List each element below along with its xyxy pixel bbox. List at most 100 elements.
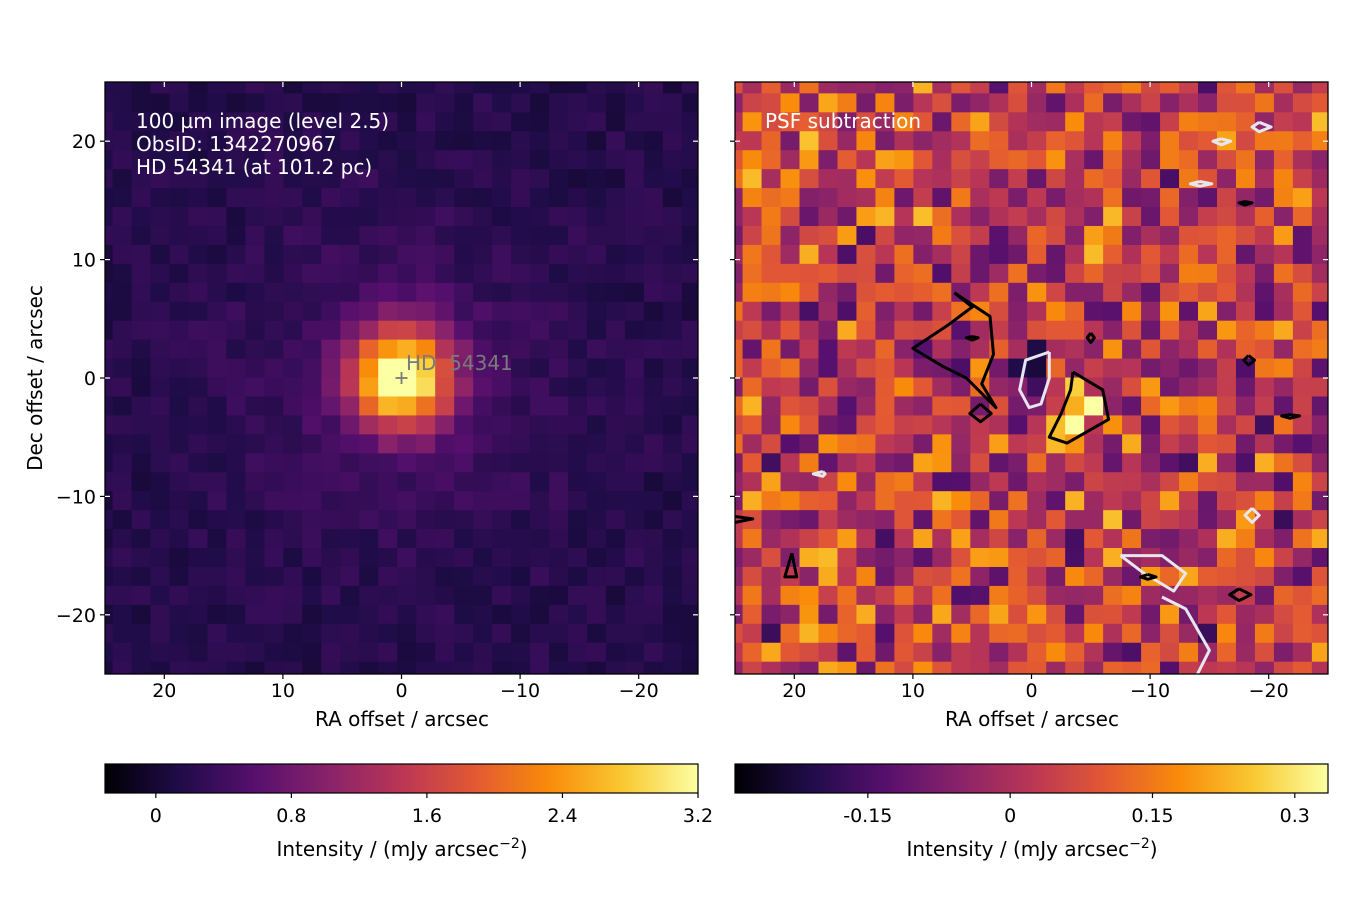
heatmap-pixel bbox=[492, 510, 512, 530]
heatmap-pixel bbox=[643, 112, 664, 132]
heatmap-pixel bbox=[473, 131, 493, 151]
heatmap-pixel bbox=[1235, 82, 1256, 94]
heatmap-pixel bbox=[511, 188, 531, 208]
heatmap-pixel bbox=[681, 282, 698, 303]
heatmap-pixel bbox=[1331, 510, 1350, 530]
heatmap-pixel bbox=[1027, 244, 1047, 265]
heatmap-pixel bbox=[586, 453, 607, 473]
heatmap-pixel bbox=[1273, 585, 1294, 606]
heatmap-pixel bbox=[1008, 661, 1028, 674]
heatmap-pixel bbox=[416, 623, 436, 644]
heatmap-pixel bbox=[416, 529, 436, 549]
heatmap-pixel bbox=[1198, 244, 1218, 265]
heatmap-pixel bbox=[511, 339, 531, 360]
heatmap-pixel bbox=[894, 301, 914, 322]
heatmap-pixel bbox=[913, 434, 933, 454]
heatmap-pixel bbox=[378, 282, 398, 303]
heatmap-pixel bbox=[735, 529, 744, 549]
heatmap-pixel bbox=[302, 548, 322, 568]
heatmap-pixel bbox=[492, 93, 512, 113]
heatmap-pixel bbox=[837, 548, 858, 568]
heatmap-pixel bbox=[150, 377, 171, 398]
heatmap-pixel bbox=[473, 82, 493, 94]
contour-white bbox=[811, 470, 827, 478]
heatmap-pixel bbox=[112, 244, 133, 265]
heatmap-pixel bbox=[605, 661, 626, 674]
heatmap-pixel bbox=[1292, 131, 1313, 151]
heatmap-pixel bbox=[207, 510, 228, 530]
heatmap-pixel bbox=[932, 661, 952, 674]
heatmap-pixel bbox=[397, 188, 417, 208]
heatmap-pixel bbox=[321, 131, 341, 151]
heatmap-pixel bbox=[264, 263, 284, 284]
heatmap-pixel bbox=[359, 150, 379, 170]
left-annotation-line-3: HD 54341 (at 101.2 pc) bbox=[136, 155, 372, 179]
heatmap-pixel bbox=[1273, 169, 1294, 189]
heatmap-pixel bbox=[492, 472, 512, 492]
heatmap-pixel bbox=[1065, 112, 1085, 132]
heatmap-pixel bbox=[932, 225, 952, 246]
heatmap-pixel bbox=[1179, 529, 1199, 549]
heatmap-pixel bbox=[416, 491, 436, 511]
heatmap-pixel bbox=[875, 604, 895, 625]
heatmap-pixel bbox=[856, 415, 877, 435]
heatmap-pixel bbox=[283, 131, 303, 151]
heatmap-pixel bbox=[1065, 263, 1085, 284]
heatmap-pixel bbox=[1008, 396, 1028, 417]
heatmap-pixel bbox=[105, 642, 114, 663]
heatmap-pixel bbox=[397, 453, 417, 473]
heatmap-pixel bbox=[283, 339, 303, 360]
heatmap-pixel bbox=[989, 472, 1009, 492]
x-tick-label: 20 bbox=[152, 680, 176, 702]
heatmap-pixel bbox=[492, 453, 512, 473]
heatmap-pixel bbox=[549, 604, 569, 625]
heatmap-pixel bbox=[1216, 472, 1237, 492]
heatmap-pixel bbox=[1084, 131, 1104, 151]
heatmap-pixel bbox=[1311, 112, 1328, 132]
heatmap-pixel bbox=[435, 263, 455, 284]
heatmap-pixel bbox=[586, 82, 607, 94]
heatmap-pixel bbox=[568, 510, 588, 530]
heatmap-pixel bbox=[989, 510, 1009, 530]
heatmap-pixel bbox=[359, 681, 379, 701]
heatmap-pixel bbox=[473, 472, 493, 492]
heatmap-pixel bbox=[105, 377, 114, 398]
heatmap-pixel bbox=[321, 263, 341, 284]
heatmap-pixel bbox=[568, 301, 588, 322]
heatmap-pixel bbox=[761, 453, 782, 473]
heatmap-pixel bbox=[1235, 320, 1256, 341]
heatmap-pixel bbox=[302, 661, 322, 674]
heatmap-pixel bbox=[701, 548, 721, 568]
heatmap-pixel bbox=[264, 453, 284, 473]
heatmap-pixel bbox=[761, 396, 782, 417]
heatmap-pixel bbox=[818, 453, 839, 473]
heatmap-pixel bbox=[549, 188, 569, 208]
heatmap-pixel bbox=[1216, 320, 1237, 341]
heatmap-pixel bbox=[397, 415, 417, 435]
heatmap-pixel bbox=[1331, 169, 1350, 189]
heatmap-pixel bbox=[932, 188, 952, 208]
heatmap-pixel bbox=[283, 225, 303, 246]
heatmap-pixel bbox=[454, 661, 474, 674]
heatmap-pixel bbox=[605, 93, 626, 113]
heatmap-pixel bbox=[1292, 510, 1313, 530]
heatmap-pixel bbox=[735, 415, 744, 435]
heatmap-pixel bbox=[321, 434, 341, 454]
heatmap-pixel bbox=[1179, 415, 1199, 435]
heatmap-pixel bbox=[245, 320, 265, 341]
heatmap-pixel bbox=[1235, 169, 1256, 189]
heatmap-pixel bbox=[681, 320, 698, 341]
heatmap-pixel bbox=[1103, 282, 1123, 303]
heatmap-pixel bbox=[624, 150, 645, 170]
heatmap-pixel bbox=[150, 623, 171, 644]
heatmap-pixel bbox=[207, 301, 228, 322]
heatmap-pixel bbox=[397, 225, 417, 246]
heatmap-pixel bbox=[511, 396, 531, 417]
heatmap-pixel bbox=[1331, 453, 1350, 473]
heatmap-pixel bbox=[1273, 112, 1294, 132]
heatmap-pixel bbox=[913, 150, 933, 170]
heatmap-pixel bbox=[397, 93, 417, 113]
heatmap-pixel bbox=[662, 377, 683, 398]
heatmap-pixel bbox=[1027, 263, 1047, 284]
heatmap-pixel bbox=[150, 642, 171, 663]
